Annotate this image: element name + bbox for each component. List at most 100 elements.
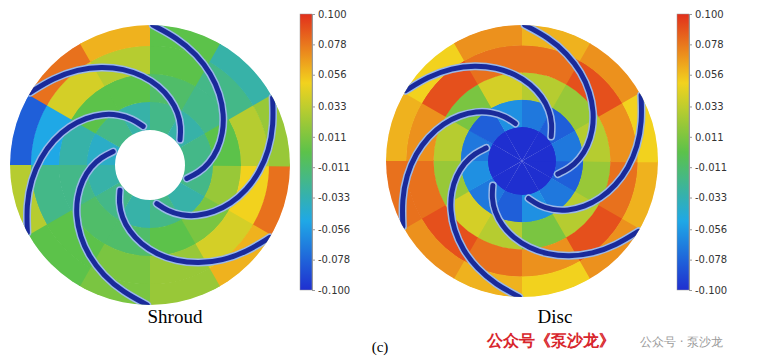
tick: 0.078 bbox=[312, 39, 347, 50]
watermark: 公众号《泵沙龙》 bbox=[486, 331, 615, 350]
tick-mark bbox=[689, 14, 692, 15]
tick-mark bbox=[689, 229, 692, 230]
blade-outline bbox=[30, 67, 180, 139]
tick-label: -0.078 bbox=[695, 254, 727, 265]
tick-label: -0.056 bbox=[318, 224, 350, 235]
tick-mark bbox=[689, 44, 692, 45]
blade bbox=[77, 152, 148, 305]
tick: -0.056 bbox=[689, 224, 727, 235]
tick-mark bbox=[312, 290, 315, 291]
blade-outline bbox=[119, 190, 269, 262]
contour-cell bbox=[505, 127, 523, 161]
blade bbox=[30, 67, 180, 139]
tick: 0.078 bbox=[689, 39, 724, 50]
tick-mark bbox=[689, 260, 692, 261]
tick: -0.011 bbox=[312, 162, 350, 173]
tick-label: 0.011 bbox=[695, 132, 724, 143]
blade bbox=[406, 66, 552, 136]
tick-label: -0.056 bbox=[695, 224, 727, 235]
tick: -0.056 bbox=[312, 224, 350, 235]
blade bbox=[27, 114, 143, 232]
tick-label: -0.033 bbox=[318, 192, 350, 203]
tick: -0.033 bbox=[312, 192, 350, 203]
blade-outline bbox=[77, 152, 148, 305]
tick-mark bbox=[689, 137, 692, 138]
tick-mark bbox=[689, 106, 692, 107]
contour-cell bbox=[521, 261, 591, 297]
tick: -0.100 bbox=[689, 285, 727, 296]
tick-label: 0.033 bbox=[695, 101, 724, 112]
contour-cell bbox=[454, 25, 524, 61]
tick-label: 0.078 bbox=[695, 39, 724, 50]
blade bbox=[403, 112, 516, 227]
contour-cell bbox=[80, 24, 152, 61]
tick-mark bbox=[312, 198, 315, 199]
blade-outline bbox=[153, 25, 224, 178]
tick: -0.078 bbox=[312, 254, 350, 265]
tick-mark bbox=[312, 137, 315, 138]
contour-plot bbox=[386, 24, 659, 297]
tick-label: -0.078 bbox=[318, 254, 350, 265]
blade bbox=[492, 185, 638, 255]
tick-label: 0.100 bbox=[695, 9, 724, 20]
tick-label: -0.011 bbox=[318, 162, 350, 173]
tick: 0.100 bbox=[689, 9, 724, 20]
tick: 0.011 bbox=[689, 132, 724, 143]
colorbar-axis: 0.100 0.078 0.056 0.033 0.011 -0.011 -0.033 -0.… bbox=[312, 9, 350, 296]
blade-outline bbox=[451, 148, 520, 297]
tick-mark bbox=[312, 260, 315, 261]
tick: 0.033 bbox=[312, 101, 347, 112]
tick-label: 0.033 bbox=[318, 101, 347, 112]
tick-mark bbox=[689, 167, 692, 168]
blade-outline bbox=[27, 114, 143, 232]
blade-outline bbox=[492, 185, 638, 255]
caption: (c) bbox=[372, 339, 389, 356]
blade bbox=[451, 148, 520, 297]
tick-label: 0.056 bbox=[695, 69, 724, 80]
tick-mark bbox=[689, 75, 692, 76]
tick: 0.100 bbox=[312, 9, 347, 20]
blade-outline bbox=[525, 25, 594, 174]
blade bbox=[525, 25, 594, 174]
tick: 0.056 bbox=[689, 69, 724, 80]
tick-mark bbox=[312, 44, 315, 45]
tick-label: -0.100 bbox=[695, 285, 727, 296]
tick: 0.011 bbox=[312, 132, 347, 143]
panel-title: Shroud bbox=[148, 306, 203, 327]
tick-mark bbox=[312, 106, 315, 107]
contour-cell bbox=[149, 268, 221, 305]
figure: Shroud 0.100 0.078 0.056 0.033 0.011 -0.011 -0.… bbox=[0, 0, 758, 359]
watermark: 公众号 · 泵沙龙 bbox=[640, 335, 723, 349]
panel-title: Disc bbox=[538, 306, 573, 327]
tick: -0.033 bbox=[689, 192, 727, 203]
tick: -0.078 bbox=[689, 254, 727, 265]
axis-line bbox=[313, 15, 316, 291]
tick-label: 0.011 bbox=[318, 132, 347, 143]
colorbar bbox=[677, 14, 689, 290]
contour-plot bbox=[9, 24, 290, 305]
blade bbox=[153, 25, 224, 178]
contour-cell bbox=[522, 144, 556, 162]
colorbar-axis: 0.100 0.078 0.056 0.033 0.011 -0.011 -0.033 -0.… bbox=[689, 9, 727, 296]
tick-mark bbox=[312, 229, 315, 230]
tick: -0.011 bbox=[689, 162, 727, 173]
tick-label: -0.033 bbox=[695, 192, 727, 203]
tick-label: 0.100 bbox=[318, 9, 347, 20]
axis-line bbox=[690, 15, 693, 291]
tick-mark bbox=[312, 14, 315, 15]
tick-mark bbox=[312, 75, 315, 76]
blade bbox=[119, 190, 269, 262]
tick-label: 0.056 bbox=[318, 69, 347, 80]
tick: 0.033 bbox=[689, 101, 724, 112]
tick: -0.100 bbox=[312, 285, 350, 296]
tick-label: -0.011 bbox=[695, 162, 727, 173]
tick-mark bbox=[312, 167, 315, 168]
contour-cell bbox=[522, 161, 540, 195]
tick-label: 0.078 bbox=[318, 39, 347, 50]
tick: 0.056 bbox=[312, 69, 347, 80]
tick-mark bbox=[689, 290, 692, 291]
tick-label: -0.100 bbox=[318, 285, 350, 296]
contour-cell bbox=[488, 161, 522, 179]
blade-outline bbox=[406, 66, 552, 136]
colorbar bbox=[300, 14, 312, 290]
